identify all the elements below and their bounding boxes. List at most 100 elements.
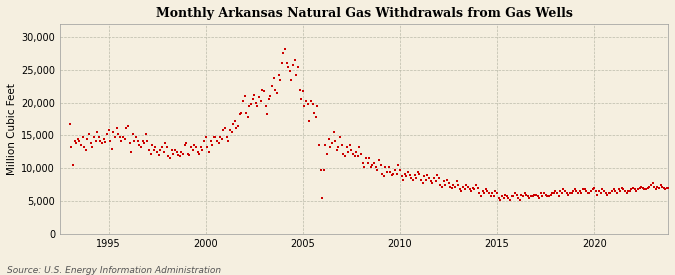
Point bbox=[433, 176, 444, 180]
Point bbox=[500, 192, 510, 197]
Point bbox=[171, 150, 182, 154]
Point bbox=[254, 95, 265, 100]
Point bbox=[539, 191, 549, 196]
Point bbox=[482, 189, 493, 194]
Point bbox=[188, 148, 198, 152]
Point bbox=[136, 145, 146, 150]
Point bbox=[155, 148, 166, 152]
Point bbox=[639, 187, 650, 191]
Point bbox=[400, 171, 410, 176]
Point bbox=[356, 152, 367, 156]
Point bbox=[461, 183, 472, 187]
Point bbox=[508, 194, 518, 198]
Point bbox=[330, 139, 341, 143]
Point bbox=[79, 145, 90, 150]
Point bbox=[616, 186, 627, 190]
Point bbox=[209, 134, 219, 139]
Y-axis label: Million Cubic Feet: Million Cubic Feet bbox=[7, 83, 17, 175]
Point bbox=[123, 123, 134, 128]
Point bbox=[165, 156, 176, 161]
Point bbox=[629, 187, 640, 191]
Point bbox=[331, 148, 342, 152]
Point bbox=[205, 139, 216, 143]
Point bbox=[462, 185, 473, 189]
Point bbox=[419, 174, 430, 178]
Point bbox=[550, 189, 561, 194]
Point bbox=[479, 191, 489, 196]
Point bbox=[327, 141, 338, 145]
Point bbox=[665, 185, 675, 189]
Point bbox=[364, 156, 375, 161]
Point bbox=[82, 137, 93, 141]
Point bbox=[213, 141, 224, 145]
Point bbox=[610, 189, 621, 194]
Point bbox=[279, 47, 290, 51]
Point bbox=[129, 139, 140, 143]
Point bbox=[198, 139, 209, 143]
Point bbox=[257, 87, 268, 92]
Point bbox=[263, 97, 274, 101]
Point bbox=[192, 150, 203, 154]
Point bbox=[241, 110, 252, 115]
Point bbox=[90, 139, 101, 143]
Point bbox=[608, 187, 619, 191]
Point bbox=[568, 189, 578, 194]
Point bbox=[615, 189, 626, 194]
Point bbox=[349, 154, 360, 159]
Point bbox=[369, 161, 379, 165]
Point bbox=[319, 167, 329, 172]
Point bbox=[246, 102, 256, 106]
Point bbox=[417, 181, 428, 185]
Point bbox=[196, 145, 207, 150]
Point bbox=[626, 187, 637, 191]
Point bbox=[562, 191, 572, 196]
Point bbox=[121, 125, 132, 130]
Point bbox=[323, 137, 334, 141]
Point bbox=[197, 148, 208, 152]
Point bbox=[607, 189, 618, 194]
Point bbox=[352, 154, 363, 159]
Point bbox=[200, 134, 211, 139]
Point bbox=[132, 139, 143, 143]
Point bbox=[576, 191, 587, 196]
Point bbox=[542, 194, 553, 198]
Point bbox=[189, 143, 200, 147]
Point bbox=[335, 134, 346, 139]
Point bbox=[477, 189, 488, 194]
Point bbox=[583, 191, 593, 196]
Point bbox=[618, 187, 629, 191]
Point bbox=[186, 145, 196, 150]
Point bbox=[445, 185, 456, 189]
Point bbox=[158, 150, 169, 154]
Point bbox=[92, 130, 103, 134]
Point bbox=[443, 181, 454, 185]
Point bbox=[217, 137, 227, 141]
Point bbox=[409, 173, 420, 177]
Point bbox=[270, 87, 281, 92]
Point bbox=[514, 198, 525, 202]
Point bbox=[182, 152, 193, 156]
Point bbox=[291, 73, 302, 77]
Point bbox=[497, 194, 508, 198]
Point bbox=[435, 183, 446, 187]
Point bbox=[294, 87, 305, 92]
Point bbox=[393, 163, 404, 167]
Point bbox=[348, 152, 358, 156]
Point bbox=[612, 191, 622, 196]
Point bbox=[388, 171, 399, 176]
Point bbox=[414, 171, 425, 176]
Point bbox=[302, 102, 313, 106]
Point bbox=[406, 176, 416, 180]
Point bbox=[438, 179, 449, 184]
Point bbox=[631, 189, 642, 194]
Point bbox=[176, 150, 187, 154]
Point bbox=[498, 196, 509, 200]
Point bbox=[160, 141, 171, 145]
Point bbox=[322, 152, 333, 156]
Point bbox=[252, 104, 263, 108]
Point bbox=[673, 186, 675, 190]
Point bbox=[644, 185, 655, 189]
Point bbox=[181, 141, 192, 145]
Point bbox=[450, 185, 460, 189]
Point bbox=[453, 183, 464, 187]
